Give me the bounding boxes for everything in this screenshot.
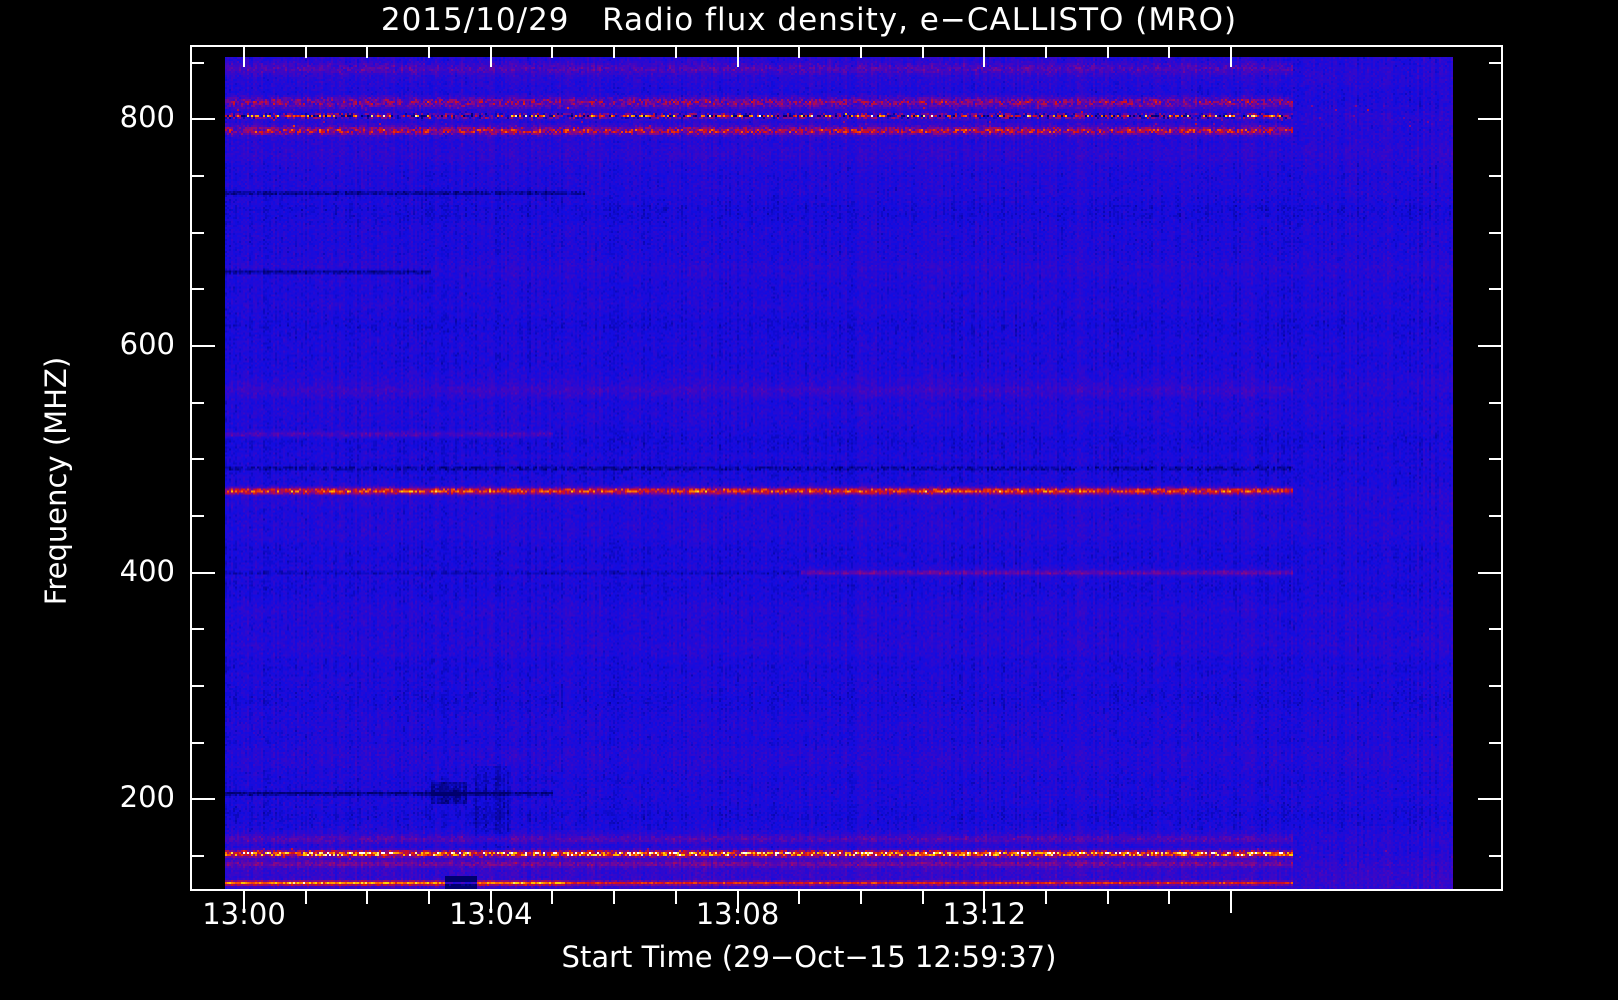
y-tick-700 xyxy=(190,231,204,234)
x-tick-top-0 xyxy=(243,45,245,67)
x-tick-14 xyxy=(1106,891,1109,904)
y-tick-right-350 xyxy=(1489,628,1503,631)
x-tick-9 xyxy=(798,891,801,904)
y-tick-right-500 xyxy=(1489,458,1503,461)
y-tick-right-400 xyxy=(1478,571,1503,574)
y-tick-label-400: 400 xyxy=(119,553,175,588)
x-tick-11 xyxy=(921,891,924,904)
x-tick-top-6 xyxy=(613,45,616,58)
x-tick-top-11 xyxy=(921,45,924,58)
y-tick-500 xyxy=(190,458,204,461)
x-tick-top-14 xyxy=(1106,45,1109,58)
x-axis-title: Start Time (29−Oct−15 12:59:37) xyxy=(561,940,1057,974)
x-tick-4 xyxy=(489,891,492,913)
x-tick-2 xyxy=(366,891,369,904)
y-tick-right-750 xyxy=(1489,175,1503,177)
x-tick-top-16 xyxy=(1230,45,1232,67)
y-tick-right-250 xyxy=(1489,741,1503,744)
y-tick-right-650 xyxy=(1489,288,1503,291)
y-tick-850 xyxy=(190,61,204,64)
x-tick-top-8 xyxy=(736,45,739,67)
x-tick-label-4: 13:04 xyxy=(448,897,533,931)
y-tick-right-150 xyxy=(1489,855,1503,857)
y-tick-right-200 xyxy=(1478,798,1503,801)
x-tick-top-7 xyxy=(674,45,677,58)
x-tick-13 xyxy=(1044,891,1047,904)
y-tick-label-200: 200 xyxy=(119,780,175,815)
x-tick-top-1 xyxy=(304,45,307,58)
x-tick-top-4 xyxy=(489,45,492,67)
y-tick-650 xyxy=(190,288,204,291)
x-tick-5 xyxy=(551,891,554,904)
x-tick-7 xyxy=(674,891,677,904)
y-tick-right-850 xyxy=(1489,61,1503,64)
y-tick-right-300 xyxy=(1489,685,1503,687)
x-tick-label-8: 13:08 xyxy=(695,897,780,931)
y-axis-title: Frequency (MHZ) xyxy=(39,356,73,606)
y-tick-right-600 xyxy=(1478,345,1503,347)
y-tick-label-600: 600 xyxy=(119,327,175,361)
y-tick-right-700 xyxy=(1489,231,1503,234)
y-tick-right-800 xyxy=(1478,118,1503,121)
x-tick-top-9 xyxy=(798,45,801,58)
x-tick-label-0: 13:00 xyxy=(202,897,286,931)
y-tick-350 xyxy=(190,628,204,631)
y-tick-300 xyxy=(190,685,204,687)
y-tick-400 xyxy=(190,571,215,574)
spectrogram-image xyxy=(225,57,1453,890)
x-tick-15 xyxy=(1168,891,1171,904)
x-tick-3 xyxy=(428,891,431,904)
x-tick-12 xyxy=(983,891,986,913)
x-tick-top-2 xyxy=(366,45,369,58)
x-tick-top-3 xyxy=(428,45,431,58)
x-tick-top-5 xyxy=(551,45,554,58)
y-tick-800 xyxy=(190,118,215,121)
y-tick-750 xyxy=(190,175,204,177)
x-tick-top-12 xyxy=(983,45,986,67)
x-tick-top-15 xyxy=(1168,45,1171,58)
y-tick-450 xyxy=(190,515,204,517)
y-tick-250 xyxy=(190,741,204,744)
y-tick-label-800: 800 xyxy=(119,100,175,135)
page-title: 2015/10/29 Radio flux density, e−CALLIST… xyxy=(380,2,1238,38)
x-tick-top-10 xyxy=(859,45,862,58)
axes-frame xyxy=(190,45,1503,891)
y-tick-150 xyxy=(190,855,204,857)
x-tick-0 xyxy=(243,891,245,913)
y-tick-right-550 xyxy=(1489,401,1503,404)
x-tick-6 xyxy=(613,891,616,904)
y-tick-right-450 xyxy=(1489,515,1503,517)
x-tick-top-13 xyxy=(1044,45,1047,58)
y-tick-200 xyxy=(190,798,215,801)
y-tick-550 xyxy=(190,401,204,404)
x-tick-1 xyxy=(304,891,307,904)
x-tick-16 xyxy=(1230,891,1232,913)
y-tick-600 xyxy=(190,345,215,347)
x-tick-10 xyxy=(859,891,862,904)
x-tick-label-12: 13:12 xyxy=(942,897,1027,931)
x-tick-8 xyxy=(736,891,739,913)
